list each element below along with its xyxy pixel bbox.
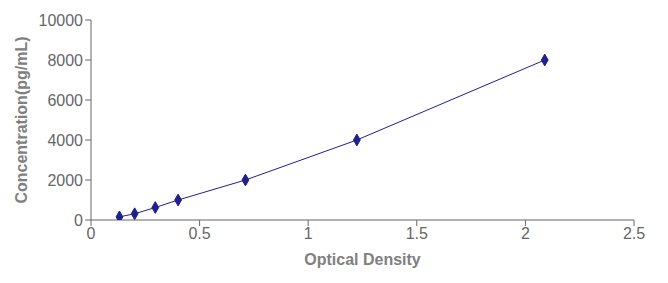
svg-text:4000: 4000 [47,132,83,149]
svg-text:0.5: 0.5 [188,225,210,242]
svg-text:Optical Density: Optical Density [304,251,421,268]
svg-text:6000: 6000 [47,92,83,109]
svg-text:2000: 2000 [47,172,83,189]
svg-text:0: 0 [74,212,83,229]
svg-text:8000: 8000 [47,52,83,69]
svg-text:1: 1 [304,225,313,242]
svg-text:0: 0 [87,225,96,242]
svg-text:10000: 10000 [39,12,84,29]
svg-text:2: 2 [521,225,530,242]
svg-text:1.5: 1.5 [406,225,428,242]
svg-text:2.5: 2.5 [623,225,645,242]
svg-text:Concentration(pg/mL): Concentration(pg/mL) [13,36,30,203]
